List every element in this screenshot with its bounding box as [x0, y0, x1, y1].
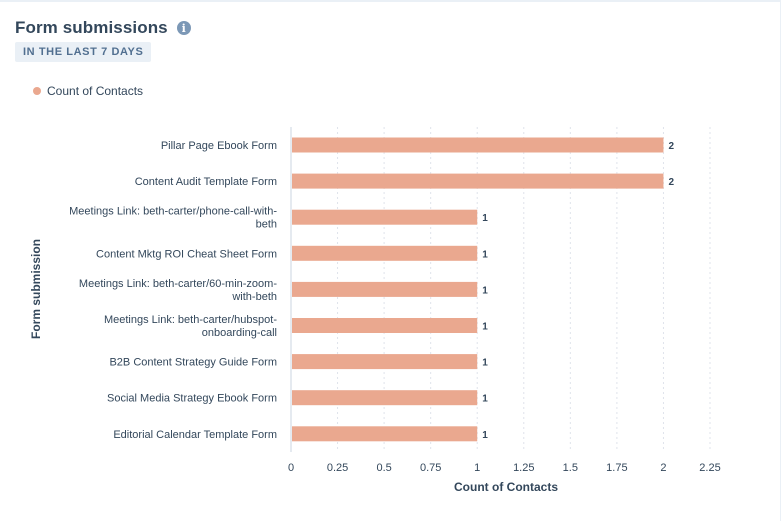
bar[interactable]: [292, 137, 664, 153]
data-label: 1: [482, 322, 488, 333]
category-label: Social Media Strategy Ebook Form: [107, 393, 277, 405]
category-label: Content Mktg ROI Cheat Sheet Form: [96, 248, 277, 260]
bar[interactable]: [292, 245, 478, 261]
bar[interactable]: [292, 318, 478, 333]
legend-swatch: [33, 87, 41, 95]
x-axis-title: Count of Contacts: [454, 480, 558, 494]
info-icon[interactable]: i: [176, 21, 191, 35]
title-row: Form submissions i: [15, 18, 191, 38]
category-label: Meetings Link: beth-carter/hubspot-onboa…: [104, 314, 277, 339]
legend-label: Count of Contacts: [47, 84, 144, 98]
x-tick-label: 0.5: [376, 462, 391, 474]
x-tick-label: 1.5: [563, 462, 578, 474]
category-label: Meetings Link: beth-carter/60-min-zoom-w…: [79, 278, 277, 303]
y-axis-title: Form submission: [29, 239, 43, 339]
data-label: 1: [482, 213, 488, 224]
category-label: Pillar Page Ebook Form: [161, 140, 277, 152]
data-label: 1: [482, 430, 488, 441]
data-label: 1: [482, 285, 488, 296]
data-label: 2: [668, 141, 674, 152]
x-tick-label: 0.25: [327, 462, 348, 474]
bar[interactable]: [292, 426, 478, 442]
bar[interactable]: [292, 354, 478, 370]
x-tick-label: 0.75: [420, 462, 441, 474]
x-tick-label: 2.25: [699, 462, 720, 474]
category-label: Content Audit Template Form: [135, 176, 277, 188]
data-label: 2: [668, 177, 674, 188]
x-tick-label: 1.75: [606, 462, 627, 474]
report-title[interactable]: Form submissions: [15, 18, 168, 37]
chart-legend: Count of Contacts: [33, 84, 143, 98]
data-label: 1: [482, 249, 488, 260]
data-label: 1: [482, 358, 488, 369]
bar[interactable]: [292, 209, 478, 225]
x-tick-label: 1: [474, 462, 480, 474]
bar[interactable]: [292, 173, 664, 189]
category-label: Editorial Calendar Template Form: [113, 429, 277, 441]
x-tick-label: 2: [660, 462, 666, 474]
bar[interactable]: [292, 390, 478, 406]
bar[interactable]: [292, 281, 478, 297]
x-tick-label: 0: [288, 462, 294, 474]
data-label: 1: [482, 394, 488, 405]
x-tick-label: 1.25: [513, 462, 534, 474]
category-label: Meetings Link: beth-carter/phone-call-wi…: [69, 206, 277, 231]
date-range-tag: IN THE LAST 7 DAYS: [15, 42, 152, 62]
category-label: B2B Content Strategy Guide Form: [109, 357, 277, 369]
